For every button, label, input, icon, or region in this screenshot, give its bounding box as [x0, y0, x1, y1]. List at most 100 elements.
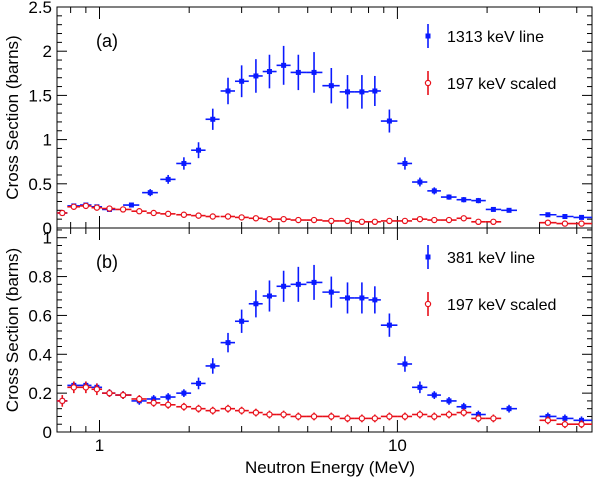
- line-data-point: [485, 206, 502, 212]
- square-marker: [417, 179, 423, 185]
- scaled-data-point: [79, 381, 92, 394]
- scaled-data-point: [191, 212, 206, 219]
- scaled-data-point: [573, 420, 592, 429]
- square-marker: [461, 197, 467, 203]
- line-data-point: [205, 108, 220, 130]
- line-data-point: [160, 174, 176, 184]
- circle-marker: [358, 415, 366, 422]
- circle-marker: [310, 413, 318, 420]
- scaled-data-point: [539, 219, 557, 226]
- scaled-data-point: [67, 381, 80, 394]
- scaled-data-point: [191, 404, 206, 413]
- circle-marker: [164, 210, 172, 218]
- legend-entry: 197 keV scaled: [424, 71, 556, 95]
- scaled-data-point: [485, 218, 502, 226]
- circle-marker: [358, 218, 366, 226]
- scaled-data-point: [397, 217, 413, 225]
- scaled-data-point: [485, 414, 502, 423]
- circle-marker: [180, 403, 188, 410]
- square-marker: [345, 295, 351, 301]
- series-line: [57, 45, 592, 220]
- panel-label: (a): [96, 31, 118, 51]
- panel-label: (b): [96, 252, 118, 272]
- square-marker: [402, 160, 408, 166]
- line-data-point: [176, 157, 192, 170]
- circle-marker: [280, 411, 287, 418]
- line-data-point: [339, 75, 355, 109]
- line-data-point: [354, 75, 369, 109]
- scaled-data-point: [471, 414, 486, 423]
- plot-frame: [56, 227, 593, 433]
- scaled-data-point: [220, 213, 236, 220]
- square-marker: [345, 89, 351, 95]
- scaled-data-point: [131, 208, 147, 215]
- scaled-data-point: [248, 215, 263, 222]
- square-marker: [196, 147, 202, 153]
- line-data-point: [368, 286, 381, 314]
- square-marker: [562, 214, 568, 220]
- circle-marker: [386, 413, 393, 420]
- circle-marker: [238, 407, 245, 414]
- line-data-point: [290, 266, 307, 302]
- series-line: [57, 264, 592, 425]
- square-marker: [328, 289, 334, 295]
- square-marker: [239, 78, 245, 84]
- line-data-point: [235, 65, 249, 98]
- line-data-point: [397, 356, 413, 372]
- square-marker: [165, 176, 171, 182]
- scaled-data-point: [339, 217, 355, 225]
- circle-marker: [401, 217, 409, 225]
- scaled-data-point: [427, 216, 441, 224]
- circle-marker: [544, 219, 552, 226]
- square-marker: [181, 390, 187, 396]
- y-tick-label: 0.6: [28, 306, 52, 325]
- square-marker: [359, 295, 365, 301]
- circle-marker: [310, 216, 318, 224]
- circle-marker: [209, 213, 216, 220]
- line-data-point: [380, 109, 398, 133]
- circle-marker: [295, 216, 302, 224]
- scaled-data-point: [248, 408, 263, 417]
- line-data-point: [290, 54, 307, 91]
- circle-marker: [252, 409, 260, 416]
- scaled-data-point: [306, 412, 323, 421]
- circle-marker: [136, 208, 143, 215]
- circle-marker: [238, 214, 245, 221]
- legend-label: 381 keV line: [447, 250, 535, 267]
- scaled-data-point: [412, 215, 428, 223]
- line-data-point: [262, 280, 277, 312]
- line-data-point: [339, 282, 355, 314]
- scaled-data-point: [115, 391, 132, 399]
- square-marker: [281, 62, 287, 68]
- line-data-point: [501, 207, 517, 213]
- line-data-point: [205, 358, 220, 374]
- circle-marker: [445, 216, 453, 224]
- circle-marker: [82, 384, 90, 391]
- scaled-data-point: [380, 217, 398, 225]
- line-data-point: [220, 332, 236, 353]
- circle-marker: [386, 217, 393, 225]
- circle-marker: [445, 411, 453, 418]
- circle-marker: [416, 215, 424, 223]
- circle-marker: [561, 220, 569, 227]
- scaled-data-point: [102, 205, 116, 212]
- scaled-data-point: [354, 218, 369, 226]
- scaled-data-point: [397, 412, 413, 421]
- circle-marker: [164, 401, 172, 408]
- circle-marker: [460, 215, 467, 222]
- line-data-point: [191, 377, 206, 390]
- circle-marker: [295, 413, 302, 420]
- square-marker: [266, 69, 272, 75]
- panel-a: 0 0.5 1 1.5 2 2.5 Cross Section (barns) (a) 1313…: [3, 0, 593, 238]
- x-axis-label: Neutron Energy (MeV): [245, 458, 415, 477]
- circle-marker: [344, 217, 351, 225]
- line-data-point: [354, 282, 369, 314]
- circle-marker: [371, 218, 379, 226]
- scaled-data-point: [539, 416, 557, 425]
- circle-marker: [224, 405, 232, 412]
- line-data-point: [276, 45, 291, 85]
- scaled-data-point: [146, 209, 161, 217]
- square-marker: [475, 198, 481, 204]
- circle-marker: [490, 218, 497, 226]
